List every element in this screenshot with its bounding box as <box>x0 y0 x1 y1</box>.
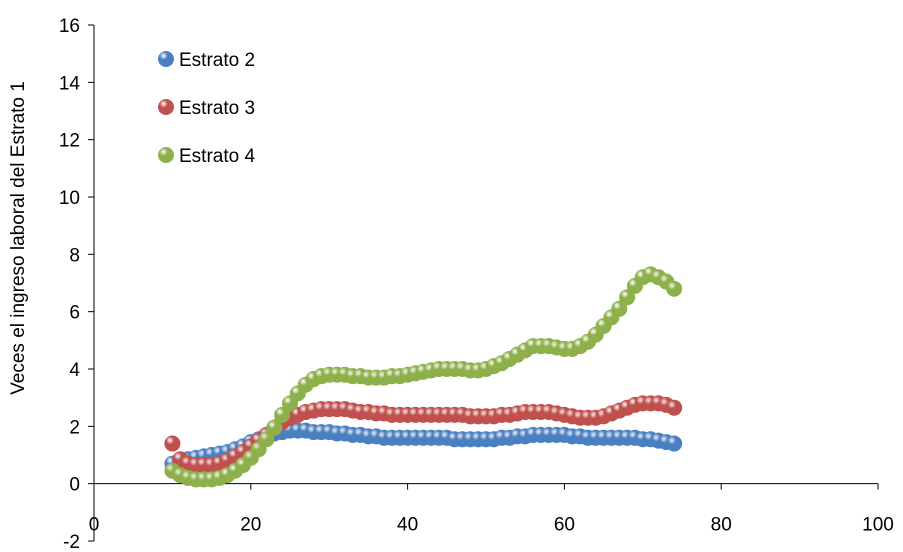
legend: Estrato 2 Estrato 3 Estrato 4 <box>158 50 255 167</box>
y-tick-label: 2 <box>69 417 80 438</box>
y-tick-label: 10 <box>59 188 80 209</box>
x-tick-label: 80 <box>711 515 732 536</box>
axes-group: -2 0 2 4 6 8 10 12 14 16 0 20 40 60 80 100 <box>59 16 894 552</box>
legend-marker <box>158 51 174 67</box>
y-tick-label: 0 <box>69 475 80 496</box>
legend-label: Estrato 2 <box>179 50 255 71</box>
y-tick-label: -2 <box>63 532 80 552</box>
legend-marker <box>158 99 174 115</box>
y-tick-label: 16 <box>59 16 80 37</box>
data-point-estrato-4 <box>619 289 636 306</box>
data-point-estrato-4 <box>666 280 683 297</box>
x-tick-label: 60 <box>554 515 575 536</box>
x-tick-label: 0 <box>89 515 100 536</box>
data-point-estrato-4 <box>611 300 628 317</box>
y-tick-label: 4 <box>69 360 80 381</box>
y-tick-label: 12 <box>59 131 80 152</box>
data-point-estrato-4 <box>258 431 275 448</box>
x-tick-label: 40 <box>397 515 418 536</box>
y-tick-label: 8 <box>69 245 80 266</box>
data-point-estrato-4 <box>274 406 291 423</box>
y-axis-title: Veces el ingreso laboral del Estrato 1 <box>8 81 29 395</box>
x-tick-label: 100 <box>862 515 894 536</box>
data-point-estrato-3 <box>164 435 181 452</box>
data-point-estrato-3 <box>666 399 683 416</box>
y-tick-label: 6 <box>69 303 80 324</box>
x-tick-label: 20 <box>240 515 261 536</box>
legend-label: Estrato 3 <box>179 98 255 119</box>
legend-marker <box>158 147 174 163</box>
points-group <box>164 266 683 488</box>
legend-label: Estrato 4 <box>179 146 255 167</box>
data-point-estrato-4 <box>266 419 283 436</box>
data-point-estrato-2 <box>666 435 683 452</box>
y-tick-label: 14 <box>59 73 81 94</box>
